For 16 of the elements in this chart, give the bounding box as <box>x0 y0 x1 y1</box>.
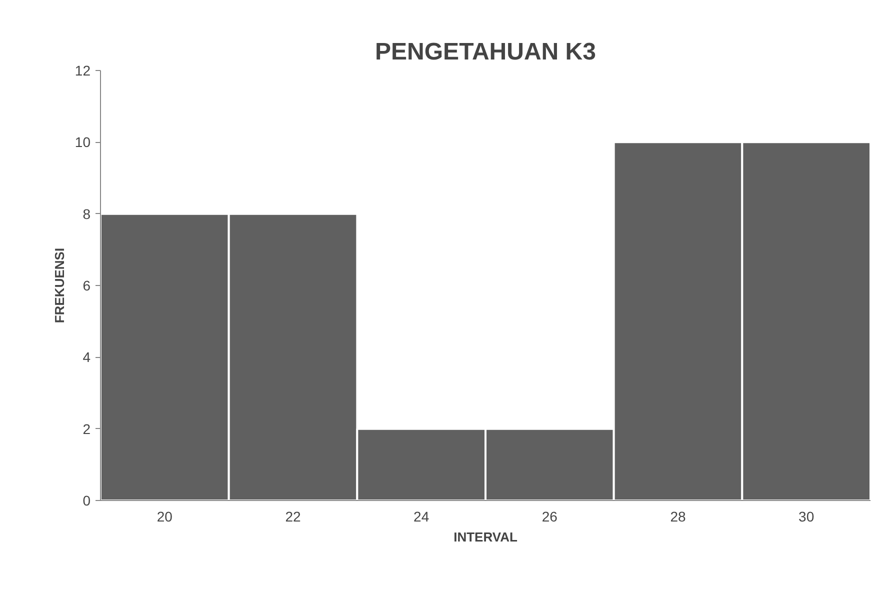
y-tick-label: 8 <box>82 206 91 222</box>
x-tick-label: 24 <box>414 508 430 524</box>
x-tick-label: 26 <box>542 508 558 524</box>
y-tick-label: 10 <box>74 134 91 150</box>
y-axis-title: FREKUENSI <box>52 248 67 324</box>
chart-title: PENGETAHUAN K3 <box>375 38 596 66</box>
x-tick-label: 30 <box>798 508 814 524</box>
y-tick-label: 2 <box>82 420 91 437</box>
y-tick-label: 0 <box>82 492 91 508</box>
x-tick-label: 22 <box>285 508 301 524</box>
x-tick-label: 20 <box>156 508 173 524</box>
y-tick-label: 6 <box>82 278 91 294</box>
y-tick-label: 4 <box>82 349 91 366</box>
y-tick-label: 12 <box>74 62 91 78</box>
x-tick-label: 28 <box>670 508 686 524</box>
x-axis-title: INTERVAL <box>454 530 518 544</box>
